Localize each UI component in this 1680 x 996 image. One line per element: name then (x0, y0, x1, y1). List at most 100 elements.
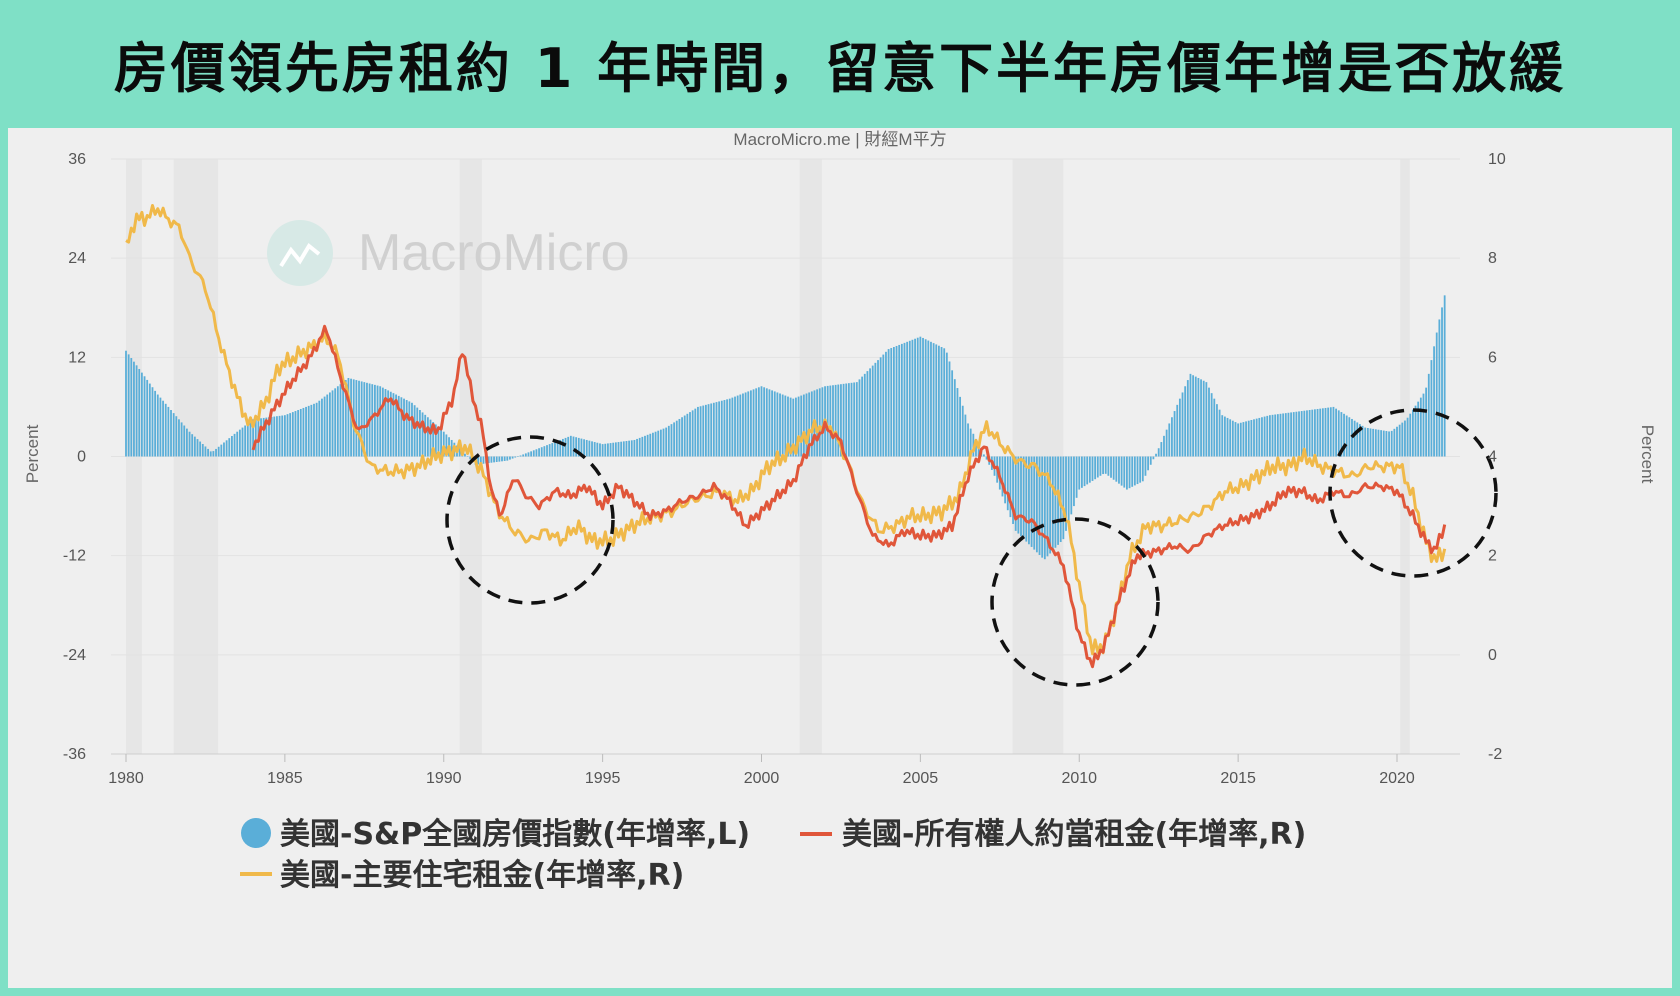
house-price-bar (1094, 456, 1097, 480)
house-price-bar (983, 454, 985, 457)
house-price-bar (638, 437, 641, 457)
house-price-bar (1120, 456, 1123, 486)
x-axis-ticks: 1980 1985 1990 1995 2000 2005 2010 2015 2020 (108, 754, 1415, 787)
house-price-bar (1314, 409, 1316, 457)
house-price-bar (1401, 422, 1404, 457)
house-price-bar (943, 348, 946, 457)
house-price-bar (204, 446, 207, 457)
house-price-bar (1377, 429, 1380, 457)
house-price-bar (477, 456, 480, 465)
legend-label-primary-rent: 美國-主要住宅租金(年增率,R) (280, 858, 684, 893)
house-price-bar (723, 400, 726, 457)
house-price-bar (911, 339, 914, 457)
house-price-bar (395, 394, 397, 457)
watermark: MacroMicro (267, 220, 630, 286)
house-price-bar (1329, 407, 1332, 457)
house-price-bar (1009, 456, 1012, 518)
house-price-bar (1043, 456, 1046, 560)
house-price-bar (244, 425, 247, 457)
x-tick-label: 2005 (903, 770, 939, 787)
house-price-bar (689, 412, 691, 457)
house-price-bar (413, 405, 416, 457)
house-price-bar (795, 397, 797, 457)
house-price-bar (1409, 413, 1412, 457)
house-price-bar (246, 423, 249, 457)
house-price-bar (1128, 456, 1131, 489)
house-price-bar (276, 416, 278, 457)
house-price-bar (919, 336, 922, 457)
house-price-bar (1115, 456, 1118, 482)
house-price-bar (604, 443, 607, 457)
house-price-bar (840, 384, 842, 457)
house-price-bar (752, 389, 755, 457)
legend-item-house-price[interactable]: 美國-S&P全國房價指數(年增率,L) (241, 817, 750, 852)
house-price-bar (130, 358, 133, 457)
house-price-bar (681, 417, 683, 457)
house-price-bar (1242, 422, 1245, 457)
house-price-bar (1033, 456, 1036, 550)
right-tick-label: 4 (1488, 449, 1497, 466)
house-price-bar (657, 430, 660, 457)
house-price-bar (890, 348, 893, 457)
house-price-bar (167, 406, 170, 457)
house-price-bar (863, 373, 866, 457)
right-tick-label: 10 (1488, 151, 1506, 168)
house-price-bar (1110, 456, 1112, 478)
house-price-bar (371, 384, 374, 457)
house-price-bar (334, 388, 337, 457)
house-price-bar (188, 431, 191, 457)
legend-item-primary-rent[interactable]: 美國-主要住宅租金(年增率,R) (240, 858, 684, 893)
house-price-bar (543, 446, 546, 457)
house-price-bar (855, 382, 858, 457)
house-price-bar (1213, 398, 1216, 457)
house-price-bar (196, 439, 199, 457)
house-price-bar (551, 443, 554, 457)
house-price-bar (773, 391, 776, 457)
house-price-bar (953, 379, 956, 457)
house-price-bar (1028, 456, 1030, 545)
house-price-bar (1335, 408, 1337, 457)
house-price-bar (922, 337, 924, 457)
house-price-bar (1126, 456, 1128, 490)
house-price-bar (138, 368, 141, 457)
house-price-bar (140, 372, 143, 457)
house-price-bar (614, 442, 617, 457)
house-price-bar (498, 456, 501, 462)
house-price-bar (151, 387, 154, 457)
owners-rent-line (251, 324, 1447, 669)
house-price-bar (1385, 431, 1388, 457)
house-price-bar (146, 379, 149, 457)
house-price-bar (673, 422, 676, 457)
house-price-bar (1001, 456, 1004, 497)
house-price-bar (564, 437, 567, 457)
house-price-bar (1356, 422, 1359, 457)
house-price-bar (193, 436, 196, 457)
house-price-bar (832, 385, 834, 457)
legend-label-owners-rent: 美國-所有權人約當租金(年增率,R) (842, 817, 1306, 852)
house-price-bar (1223, 416, 1226, 457)
house-price-bar (1414, 405, 1417, 457)
house-price-bar (546, 445, 548, 457)
house-price-bar (1311, 409, 1314, 457)
house-price-bar (1178, 398, 1181, 457)
house-price-bar (228, 438, 231, 457)
house-price-bar (440, 429, 443, 457)
house-price-bar (1202, 380, 1205, 457)
house-price-bar (914, 338, 916, 457)
house-price-bar (686, 413, 689, 457)
house-price-bar (233, 433, 236, 457)
house-price-bar (906, 341, 909, 457)
house-price-bar (1086, 456, 1089, 485)
house-price-bar (554, 442, 556, 457)
right-axis-title: Percent (1638, 425, 1657, 484)
legend-item-owners-rent[interactable]: 美國-所有權人約當租金(年增率,R) (800, 817, 1306, 852)
house-price-bar (1025, 456, 1028, 542)
house-price-bar (1083, 456, 1086, 487)
house-price-bar (527, 452, 530, 457)
house-price-bar (898, 344, 901, 457)
house-price-bar (797, 396, 800, 457)
house-price-bar (646, 434, 649, 457)
house-price-bar (1168, 423, 1171, 457)
house-price-bar (336, 386, 339, 457)
house-price-bar (580, 438, 583, 457)
